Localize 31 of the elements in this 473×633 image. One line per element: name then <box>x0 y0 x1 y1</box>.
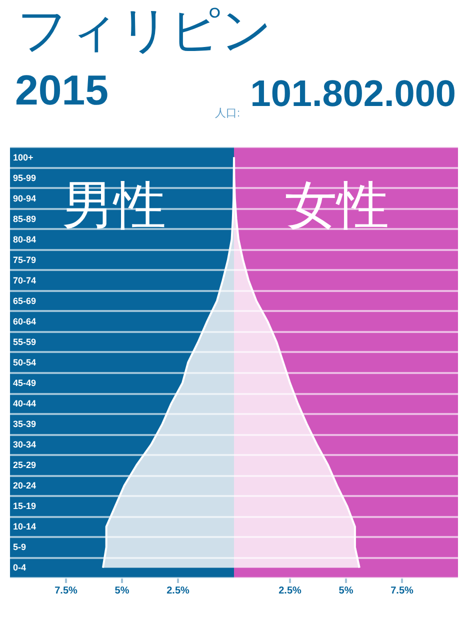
text: 101.802.000 <box>250 73 456 114</box>
y-tick-label: 5-9 <box>13 542 26 552</box>
y-tick-label: 100+ <box>13 152 34 162</box>
y-tick-label: 55-59 <box>13 336 36 347</box>
chart-subtitle: 2015 <box>15 66 108 114</box>
text: 人口: <box>215 108 240 120</box>
y-tick-label: 75-79 <box>13 254 36 265</box>
y-tick-label: 10-14 <box>13 522 36 532</box>
y-tick-label: 60-64 <box>13 316 36 326</box>
x-tick-label: 7.5% <box>390 586 414 596</box>
x-tick-label: 7.5% <box>54 586 78 596</box>
y-tick-label: 35-39 <box>13 419 36 430</box>
y-tick-label: 20-24 <box>13 480 36 491</box>
y-tick-label: 85-89 <box>13 214 36 224</box>
y-tick-label: 45-49 <box>13 378 36 388</box>
y-tick-label: 95-99 <box>13 172 36 183</box>
y-tick-label: 65-69 <box>13 296 36 306</box>
x-tick-label: 2.5% <box>166 586 190 596</box>
y-tick-label: 90-94 <box>13 193 36 204</box>
y-tick-label: 25-29 <box>13 460 36 470</box>
y-tick-label: 80-84 <box>13 234 36 244</box>
y-tick-label: 15-19 <box>13 501 36 512</box>
y-tick-label: 0-4 <box>13 562 26 573</box>
x-tick-label: 5% <box>338 586 354 596</box>
x-tick-label: 5% <box>114 586 130 596</box>
y-tick-label: 30-34 <box>13 440 36 450</box>
chart-title: フィリピン <box>17 2 272 58</box>
x-tick-label: 2.5% <box>278 586 302 596</box>
y-tick-label: 70-74 <box>13 275 36 286</box>
y-tick-label: 40-44 <box>13 398 36 409</box>
y-tick-label: 50-54 <box>13 358 36 368</box>
